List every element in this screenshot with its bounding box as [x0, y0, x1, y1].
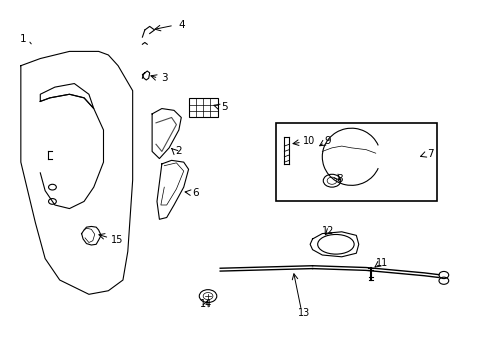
Bar [188, 98, 217, 117]
Text: 12: 12 [321, 226, 334, 236]
Text: 9: 9 [324, 136, 331, 147]
Text: 8: 8 [335, 174, 342, 184]
Text: 14: 14 [200, 299, 212, 309]
Text: 6: 6 [192, 188, 199, 198]
Text: 7: 7 [427, 149, 433, 159]
Text: 3: 3 [161, 73, 167, 83]
Text: 11: 11 [375, 258, 387, 268]
Text: 1: 1 [20, 34, 26, 44]
Text: 10: 10 [302, 136, 314, 147]
Text: 5: 5 [220, 102, 227, 112]
Ellipse shape [317, 234, 353, 254]
Text: 15: 15 [111, 235, 123, 245]
Bar [276, 123, 436, 202]
Text: 13: 13 [297, 308, 309, 318]
Text: 4: 4 [178, 19, 184, 30]
Text: 2: 2 [175, 147, 182, 157]
